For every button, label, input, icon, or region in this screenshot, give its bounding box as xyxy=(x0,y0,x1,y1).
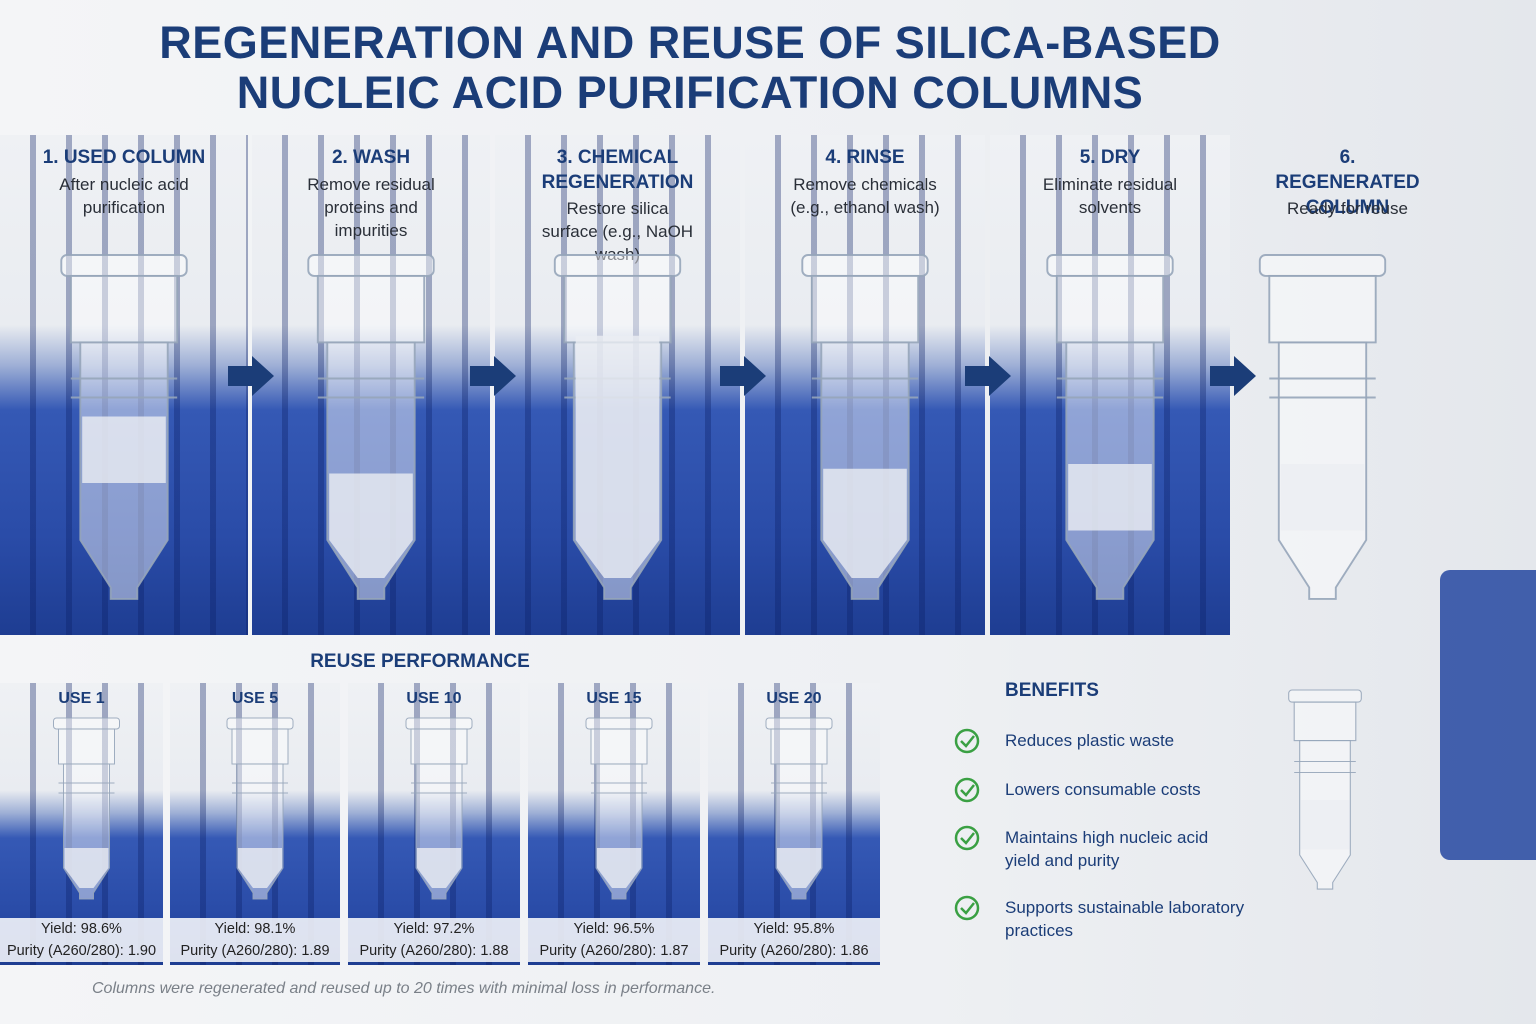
column-tube xyxy=(1258,254,1387,600)
column-tube xyxy=(307,254,435,600)
rack xyxy=(1440,570,1536,860)
tube-content xyxy=(1068,464,1152,531)
check-icon xyxy=(954,777,980,803)
tube-content xyxy=(823,468,907,578)
column-tube xyxy=(585,717,653,900)
tube-collar xyxy=(410,728,468,765)
use-yield: Yield: 96.5% xyxy=(528,918,700,940)
use-purity: Purity (A260/280): 1.89 xyxy=(170,940,340,962)
step-title: 2. WASH xyxy=(331,147,411,168)
title-line: REGENERATION AND REUSE OF SILICA-BASED xyxy=(159,17,1221,68)
use-purity: Purity (A260/280): 1.87 xyxy=(528,940,700,962)
tube-collar xyxy=(563,274,672,344)
arrow xyxy=(720,356,766,396)
use-label: USE 10 xyxy=(406,690,462,707)
use-purity: Purity (A260/280): 1.86 xyxy=(708,940,880,962)
column-tube xyxy=(53,717,120,900)
step-panel: 5. DRY Eliminate residual solvents xyxy=(990,135,1230,635)
arrow xyxy=(965,356,1011,396)
step-panel: 6. REGENERATED COLUMN Ready for reuse xyxy=(1235,135,1460,635)
column-tube xyxy=(405,717,473,900)
column-tube xyxy=(801,254,929,600)
tube-collar xyxy=(590,728,648,765)
title-line: NUCLEIC ACID PURIFICATION COLUMNS xyxy=(236,67,1144,118)
tube-collar xyxy=(1055,274,1165,344)
tube-content xyxy=(1280,464,1365,531)
use-purity: Purity (A260/280): 1.90 xyxy=(0,940,163,962)
step-panel: 1. USED COLUMN After nucleic acid purific… xyxy=(0,135,248,635)
tube-content xyxy=(777,848,821,888)
arrow xyxy=(470,356,516,396)
step-title: 6. REGENERATED COLUMN xyxy=(1275,147,1420,218)
tube-collar xyxy=(231,728,289,765)
tube-collar xyxy=(810,274,920,344)
arrow xyxy=(1210,356,1256,396)
use-yield: Yield: 95.8% xyxy=(708,918,880,940)
benefit-item: Supports sustainable laboratory practice… xyxy=(1005,898,1245,940)
check-mark xyxy=(960,832,975,845)
column-tube xyxy=(1288,689,1362,890)
tube-content xyxy=(417,848,461,888)
use-panel: USE 15 Yield: 96.5% Purity (A260/280): 1.8… xyxy=(528,683,700,965)
check-mark xyxy=(960,784,975,797)
use-panel: USE 1 Yield: 98.6% Purity (A260/280): 1.90 xyxy=(0,683,163,965)
tube-content xyxy=(238,848,282,888)
tube-collar xyxy=(770,728,828,765)
use-label: USE 5 xyxy=(231,690,279,707)
tube-content xyxy=(64,848,109,888)
benefit-item: Maintains high nucleic acid yield and pu… xyxy=(1005,828,1209,870)
use-panel: USE 5 Yield: 98.1% Purity (A260/280): 1.89 xyxy=(170,683,340,965)
use-panel: USE 10 Yield: 97.2% Purity (A260/280): 1.8… xyxy=(348,683,520,965)
step-description: Eliminate residual solvents xyxy=(1042,175,1178,217)
use-yield: Yield: 97.2% xyxy=(348,918,520,940)
tube-collar xyxy=(316,274,426,344)
column-tube xyxy=(765,717,833,900)
check-mark xyxy=(960,735,975,748)
column-tube xyxy=(60,254,188,600)
tube-content xyxy=(329,473,413,578)
step-title: 5. DRY xyxy=(1079,147,1141,168)
benefit-item: Reduces plastic waste xyxy=(1005,731,1175,750)
benefit-item: Lowers consumable costs xyxy=(1005,780,1201,799)
step-description: Remove chemicals (e.g., ethanol wash) xyxy=(790,175,940,217)
tube-collar xyxy=(58,728,115,765)
column-tube xyxy=(553,254,682,600)
check-icon xyxy=(954,825,980,851)
step-description: Restore silica surface (e.g., NaOH wash) xyxy=(541,199,694,264)
step-description: After nucleic acid purification xyxy=(59,175,189,217)
section-title: REUSE PERFORMANCE xyxy=(310,651,530,672)
use-label: USE 20 xyxy=(766,690,822,707)
use-label: USE 1 xyxy=(58,690,105,707)
tube-collar xyxy=(1268,274,1377,344)
section-title: BENEFITS xyxy=(1005,680,1099,701)
use-yield: Yield: 98.1% xyxy=(170,918,340,940)
footnote: Columns were regenerated and reused up t… xyxy=(92,980,716,997)
tube-content xyxy=(575,335,660,578)
use-label: USE 15 xyxy=(586,690,642,707)
use-yield: Yield: 98.6% xyxy=(0,918,163,940)
title: REGENERATION AND REUSE OF SILICA-BASED N… xyxy=(100,18,1280,118)
column-tube xyxy=(1046,254,1174,600)
step-description: Remove residual proteins and impurities xyxy=(307,175,435,240)
use-panel: USE 20 Yield: 95.8% Purity (A260/280): 1.8… xyxy=(708,683,880,965)
tube-collar xyxy=(69,274,179,344)
column-tube xyxy=(226,717,294,900)
tube-content xyxy=(1300,800,1350,850)
tube-content xyxy=(597,848,641,888)
check-icon xyxy=(954,728,980,754)
check-mark xyxy=(960,902,975,915)
arrow xyxy=(228,356,274,396)
step-title: 3. CHEMICAL REGENERATION xyxy=(541,147,694,193)
check-icon xyxy=(954,895,980,921)
tube-content xyxy=(82,416,166,483)
use-purity: Purity (A260/280): 1.88 xyxy=(348,940,520,962)
step-description: Ready for reuse xyxy=(1287,199,1408,218)
step-title: 1. USED COLUMN xyxy=(42,147,206,168)
step-title: 4. RINSE xyxy=(825,147,905,168)
